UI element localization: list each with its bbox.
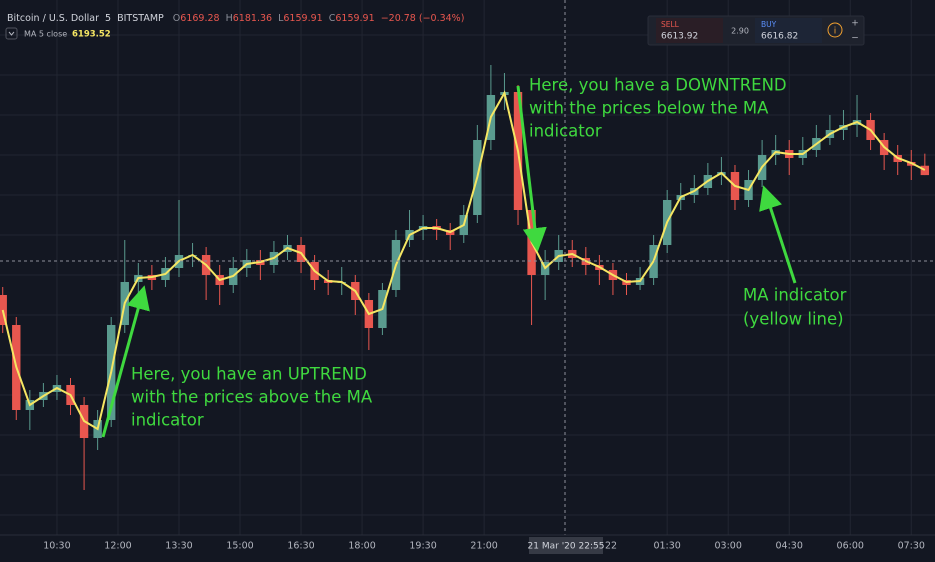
legend-header: Bitcoin / U.S. Dollar 5 BITSTAMP O6169.2…: [7, 13, 464, 24]
ohlc-letter: L: [278, 13, 284, 24]
spread: 2.90: [731, 27, 749, 36]
change: −20.78 (−0.34%): [381, 13, 465, 24]
x-tick-label: 01:30: [653, 541, 680, 552]
annotation: indicator: [529, 122, 602, 141]
candle-body: [920, 165, 930, 176]
sell-label: SELL: [661, 20, 680, 29]
annotation: with the prices above the MA: [131, 388, 373, 407]
arrow: [759, 185, 797, 284]
crosshair-label: 21 Mar '20 22:55: [528, 542, 605, 552]
annotation: with the prices below the MA: [529, 99, 769, 118]
x-tick-label: 19:30: [409, 541, 436, 552]
sell-price: 6613.92: [661, 32, 698, 42]
x-tick-label: 15:00: [226, 541, 253, 552]
buy-button[interactable]: [755, 18, 822, 43]
x-axis: 10:30 12:00 13:30 15:00 16:30 18:00 19:30 21:00…: [43, 541, 925, 552]
exchange: BITSTAMP: [117, 13, 164, 24]
ohlc-value: 6181.36: [233, 13, 272, 24]
chevron-icon: [8, 31, 15, 36]
expand-button[interactable]: +: [851, 19, 859, 29]
symbol: Bitcoin / U.S. Dollar: [7, 13, 99, 24]
ohlc-value: 6169.28: [180, 13, 219, 24]
x-tick-label: 12:00: [104, 541, 131, 552]
x-tick-label: 13:30: [165, 541, 192, 552]
annotation: MA indicator: [743, 286, 847, 305]
sell-button[interactable]: [656, 18, 723, 43]
ohlc-letter: C: [329, 13, 336, 24]
grid: [0, 0, 935, 535]
arrow: [516, 85, 547, 252]
indicator-name: MA 5 close: [24, 30, 67, 39]
x-tick-label: 10:30: [43, 541, 70, 552]
x-tick-label: 16:30: [287, 541, 314, 552]
info-icon[interactable]: [827, 22, 843, 38]
crosshair-label-box: [529, 537, 603, 554]
x-tick-label: 21:00: [470, 541, 497, 552]
arrow: [101, 285, 150, 438]
ohlc-value: 6159.91: [335, 13, 374, 24]
x-tick-label: 22: [605, 541, 617, 552]
x-tick-label: 18:00: [348, 541, 375, 552]
ohlc-letter: O: [173, 13, 180, 24]
collapse-button[interactable]: [5, 27, 18, 40]
x-tick-label: 07:30: [898, 541, 925, 552]
collapse-widget-button[interactable]: −: [851, 34, 859, 44]
annotation: Here, you have an UPTREND: [131, 365, 367, 384]
marks: [0, 65, 930, 490]
buy-label: BUY: [761, 20, 777, 29]
candle: [920, 153, 930, 176]
x-tick-label: 04:30: [776, 541, 803, 552]
ohlc-letter: H: [226, 13, 233, 24]
annotation: Here, you have a DOWNTREND: [529, 76, 787, 95]
annotation: (yellow line): [743, 310, 844, 329]
x-tick-label: 03:00: [715, 541, 742, 552]
ohlc-value: 6159.91: [283, 13, 322, 24]
buy-price: 6616.82: [761, 32, 798, 42]
interval: 5: [105, 13, 111, 24]
indicator-value: 6193.52: [72, 30, 111, 40]
annotation: indicator: [131, 411, 204, 430]
ma-line: [1, 90, 926, 431]
info-icon-glyph: i: [834, 27, 837, 37]
x-tick-label: 06:00: [837, 541, 864, 552]
